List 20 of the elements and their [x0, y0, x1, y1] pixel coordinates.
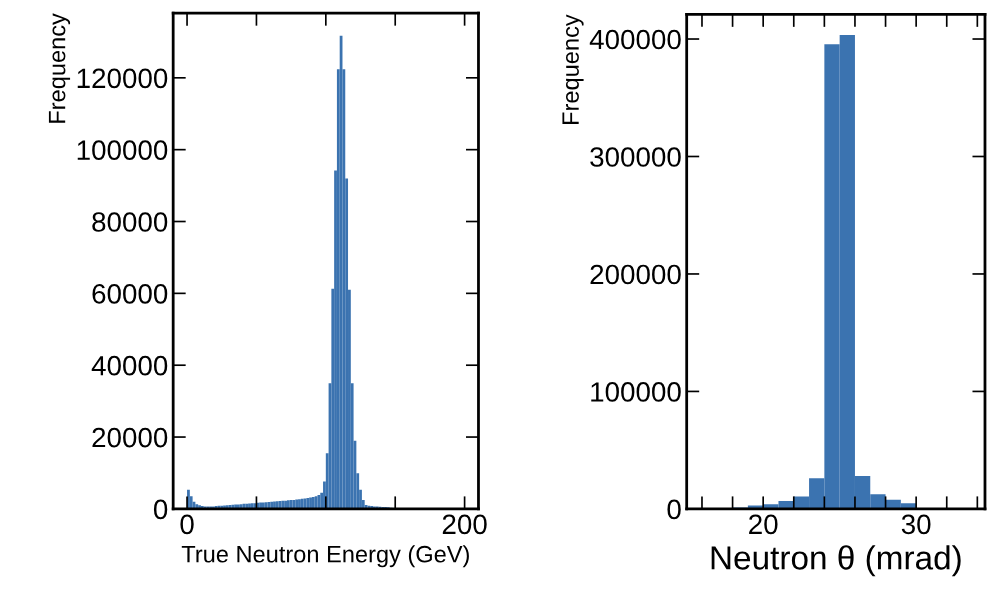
y-tick-label: 200000 [590, 264, 681, 285]
y-tick-label: 300000 [590, 147, 681, 167]
y-tick-label: 20000 [92, 427, 168, 448]
y-tick-label: 0 [667, 499, 681, 520]
x-axis-title: Neutron θ (mrad) [711, 545, 961, 577]
x-axis-title: True Neutron Energy (GeV) [181, 545, 469, 568]
y-tick-label: 120000 [77, 68, 168, 89]
y-axis-title: Frequency [562, 14, 584, 124]
y-axis-title: Frequency [48, 13, 71, 123]
y-tick-label: 40000 [91, 355, 168, 376]
y-tick-label: 400000 [589, 29, 681, 50]
x-tick-label: 200 [442, 514, 487, 535]
y-tick-label: 0 [153, 499, 168, 520]
x-tick-label: 30 [901, 514, 931, 535]
y-tick-label: 60000 [92, 284, 168, 304]
x-tick-label: 20 [749, 514, 778, 535]
y-tick-label: 100000 [77, 140, 168, 160]
x-tick-label: 0 [180, 514, 194, 535]
y-tick-label: 100000 [591, 382, 681, 402]
y-tick-label: 80000 [92, 212, 168, 232]
